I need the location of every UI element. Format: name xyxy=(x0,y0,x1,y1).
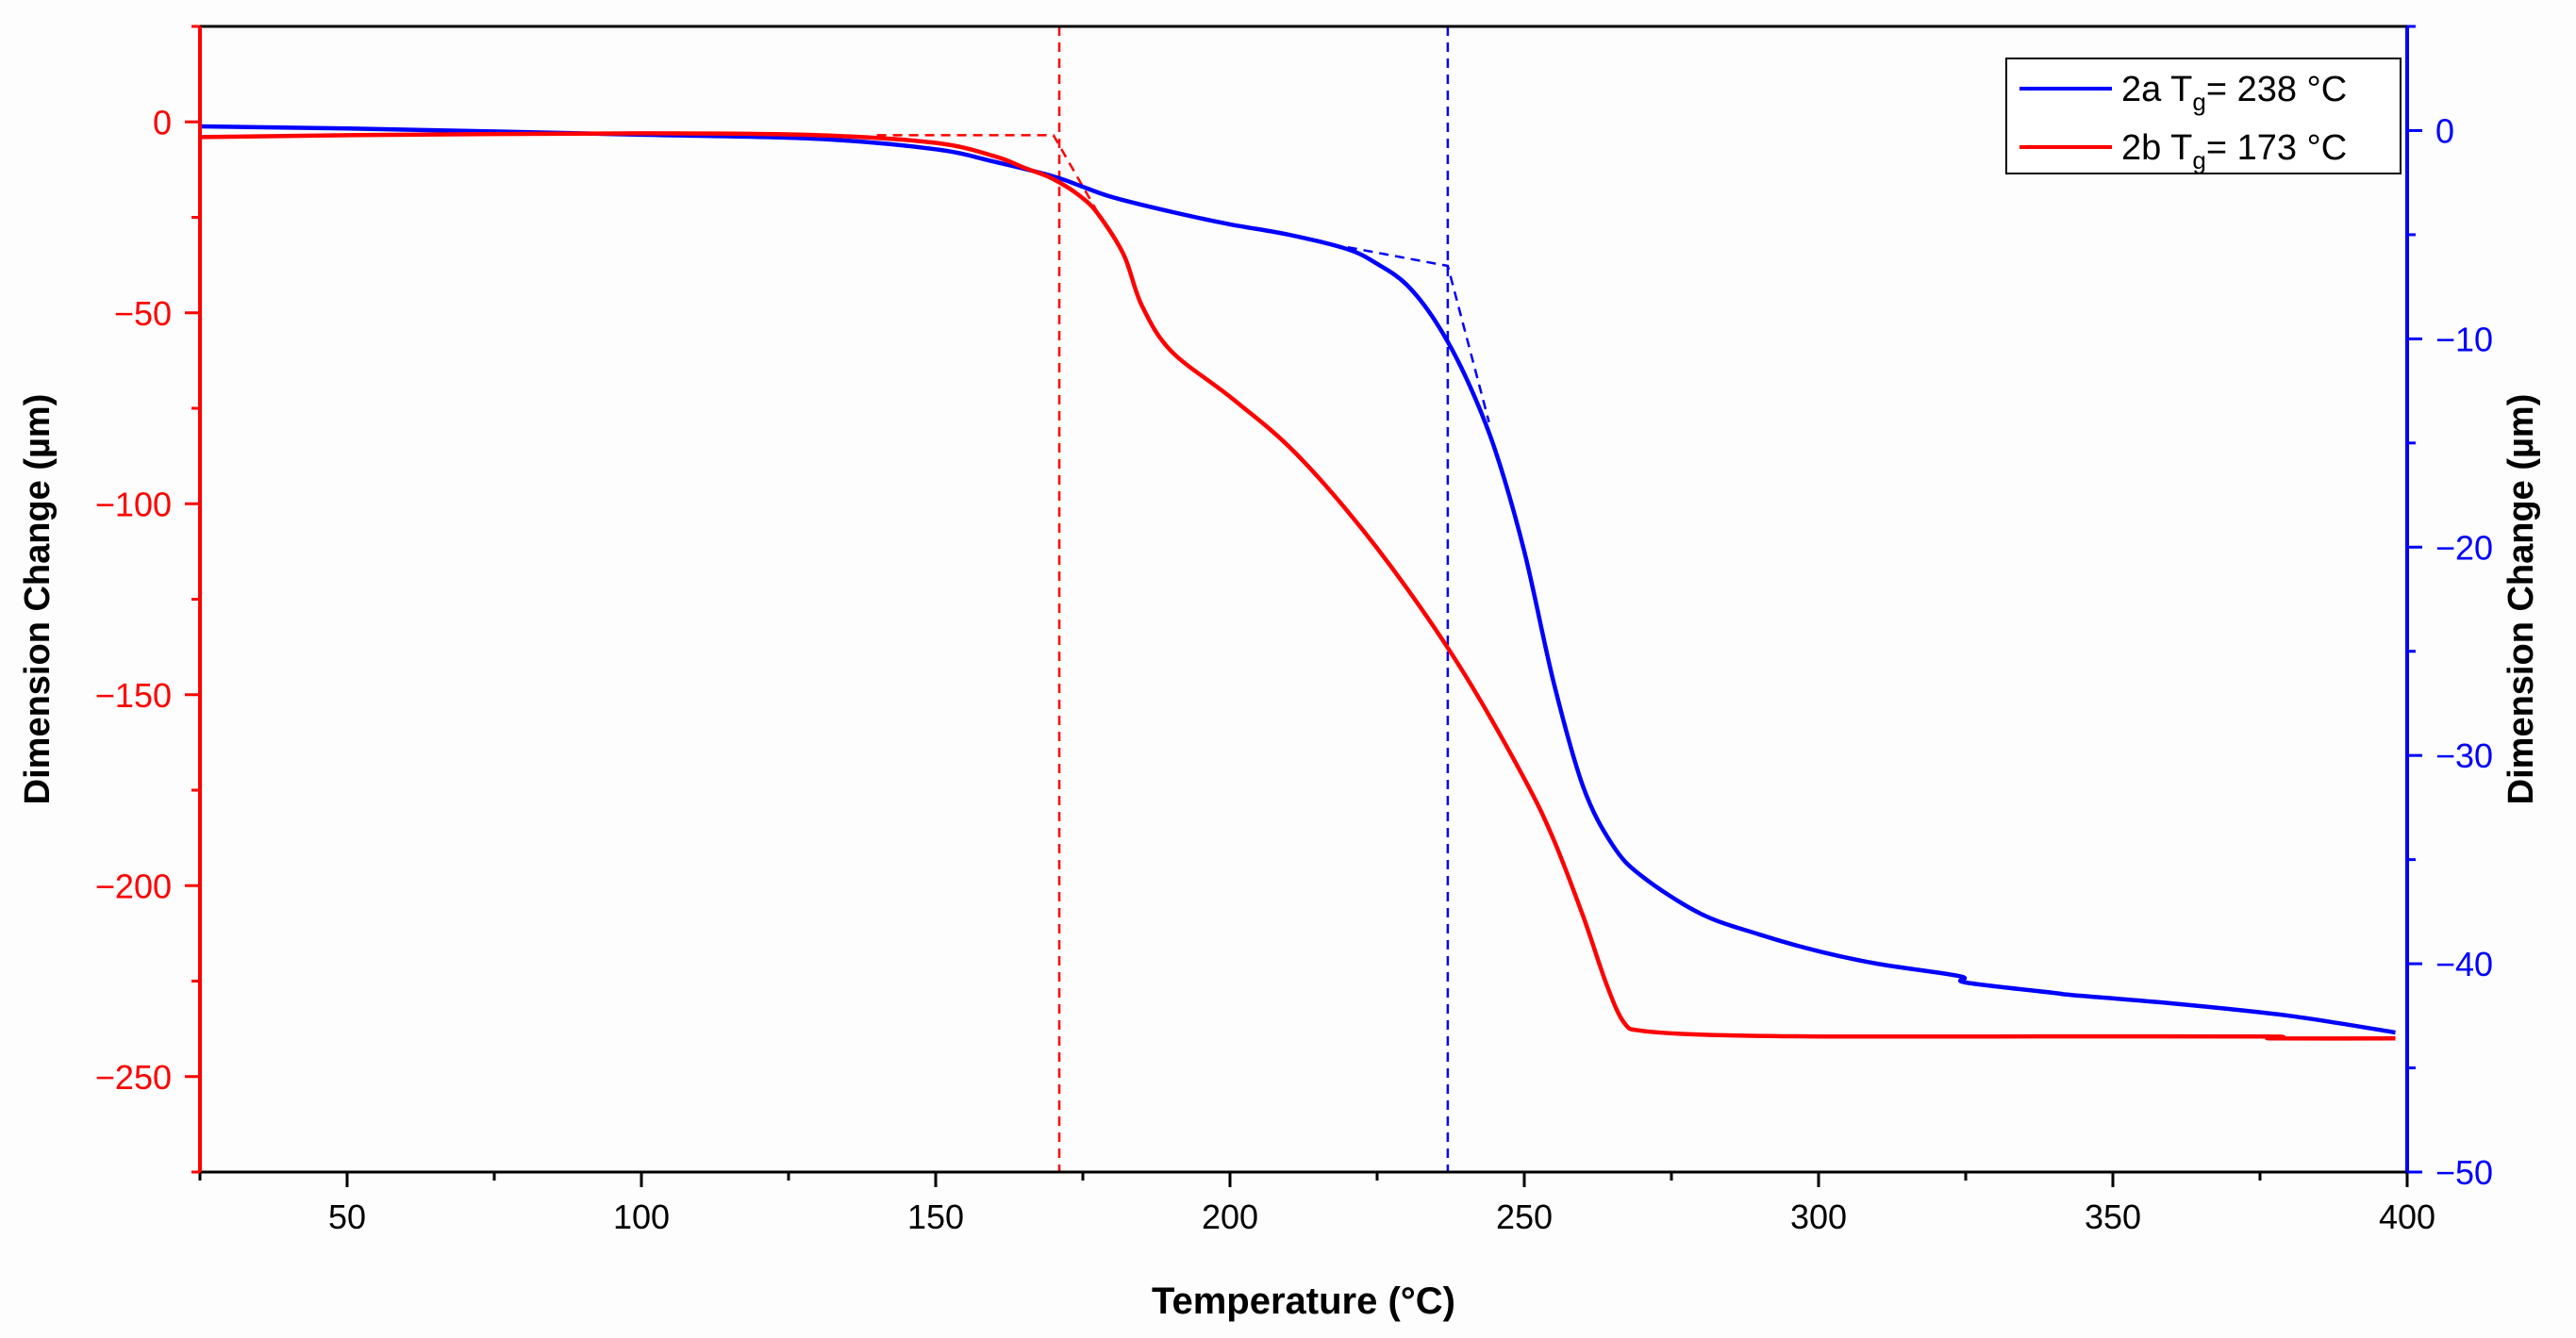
x-tick-label: 50 xyxy=(328,1198,366,1236)
left-y-tick-label: −200 xyxy=(95,867,172,905)
x-tick-label: 350 xyxy=(2085,1198,2141,1236)
legend-entry-2a: 2a Tg= 238 °C xyxy=(2121,70,2347,116)
legend-entry-2b-sub: g xyxy=(2192,146,2205,174)
plot-frame xyxy=(198,25,2409,1174)
series-layer xyxy=(199,124,2396,1041)
tangent-construction-line xyxy=(876,134,1102,219)
right-y-tick-label: −40 xyxy=(2435,945,2493,983)
left-y-tick-label: −50 xyxy=(114,294,172,333)
left-y-tick-label: −250 xyxy=(95,1058,172,1097)
legend: 2a Tg= 238 °C 2b Tg= 173 °C xyxy=(2005,58,2401,174)
x-tick-label: 300 xyxy=(1790,1198,1847,1236)
series-line-2b xyxy=(199,131,2396,1041)
right-y-tick-label: −50 xyxy=(2435,1153,2493,1192)
right-y-tick-label: −20 xyxy=(2435,528,2493,567)
legend-box xyxy=(2005,58,2401,174)
right-y-axis-label: Dimension Change (µm) xyxy=(2501,394,2541,805)
x-axis-label: Temperature (°C) xyxy=(1152,1280,1455,1322)
legend-entry-2a-pre: 2a T xyxy=(2121,70,2192,109)
right-y-tick-label: −30 xyxy=(2435,736,2493,775)
left-y-tick-label: 0 xyxy=(153,103,172,141)
x-tick-label: 100 xyxy=(613,1198,670,1236)
legend-entry-2b-post: = 173 °C xyxy=(2206,128,2347,168)
right-y-tick-label: 0 xyxy=(2435,111,2454,150)
legend-entry-2b: 2b Tg= 173 °C xyxy=(2121,128,2347,174)
x-tick-label: 250 xyxy=(1496,1198,1553,1236)
axes-layer xyxy=(198,25,2409,1174)
tangent-construction-line xyxy=(1347,245,1490,423)
legend-entry-2b-pre: 2b T xyxy=(2121,128,2192,168)
left-y-tick-label: −100 xyxy=(95,485,172,523)
left-y-axis-label: Dimension Change (µm) xyxy=(18,394,58,805)
ticks-layer: 50 100 150 200 250 300 350 4000−50−100−150−200−… xyxy=(95,25,2493,1236)
right-y-tick-label: −10 xyxy=(2435,320,2493,358)
x-tick-label: 150 xyxy=(907,1198,964,1236)
legend-entry-2a-post: = 238 °C xyxy=(2206,70,2347,109)
annotation-layer xyxy=(876,26,1490,1172)
x-tick-label: 200 xyxy=(1202,1198,1258,1236)
x-tick-label: 400 xyxy=(2379,1198,2435,1236)
legend-entry-2a-sub: g xyxy=(2192,88,2205,116)
left-y-tick-label: −150 xyxy=(95,676,172,715)
series-line-2a xyxy=(199,124,2396,1035)
